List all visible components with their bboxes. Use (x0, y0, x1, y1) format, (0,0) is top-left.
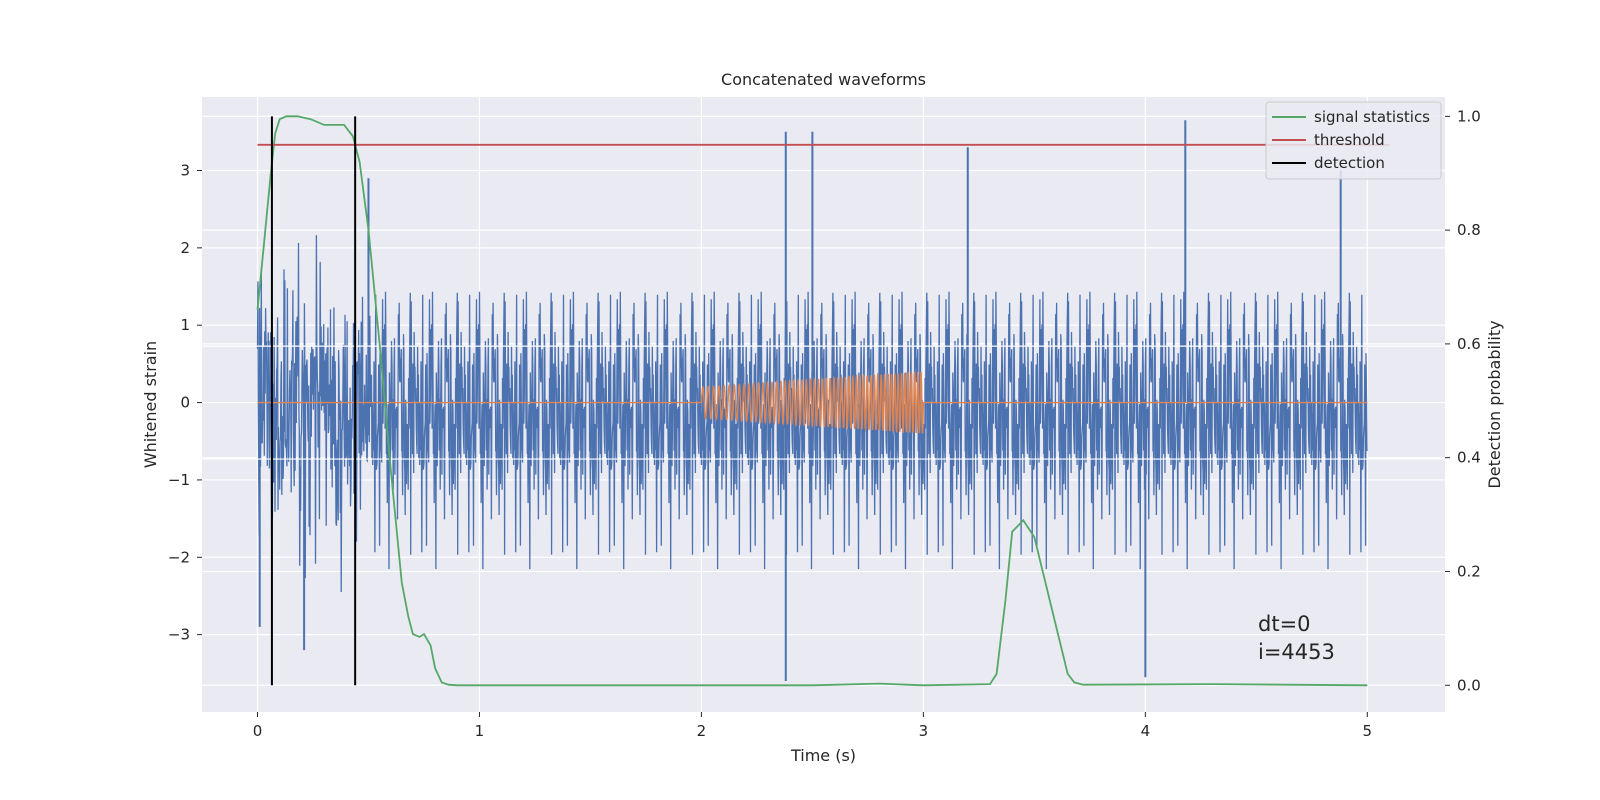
y2-tick-label: 0.6 (1457, 335, 1481, 353)
y-tick-label: −1 (168, 471, 190, 489)
x-tick-label: 1 (475, 722, 485, 740)
y-tick-label: −2 (168, 548, 190, 566)
y-tick-label: 0 (180, 394, 190, 412)
series-injection-line (257, 370, 1368, 434)
series-strain-line (256, 235, 1368, 593)
y2-axis-label: Detection probability (1485, 320, 1504, 488)
legend-label: threshold (1314, 131, 1385, 149)
plot-area (202, 115, 1445, 687)
y-tick-label: 1 (180, 316, 190, 334)
y-tick-label: 2 (180, 239, 190, 257)
y-tick-label: −3 (168, 626, 190, 644)
legend-label: detection (1314, 154, 1385, 172)
y2-tick-label: 0.8 (1457, 221, 1481, 239)
legend: signal statistics threshold detection (1265, 101, 1442, 180)
x-tick-label: 2 (697, 722, 707, 740)
x-tick-label: 5 (1363, 722, 1373, 740)
y2-tick-label: 1.0 (1457, 107, 1481, 125)
x-tick-label: 0 (253, 722, 263, 740)
x-axis-label: Time (s) (790, 746, 856, 765)
annotation-i: i=4453 (1258, 640, 1335, 664)
legend-label: signal statistics (1314, 108, 1430, 126)
x-axis-ticks: 0 1 2 3 4 5 (253, 712, 1372, 740)
y2-tick-label: 0.2 (1457, 562, 1481, 580)
legend-box (1265, 101, 1442, 180)
y-tick-label: 3 (180, 161, 190, 179)
signal-statistics-line (256, 115, 1368, 687)
y2-axis-ticks: 0.0 0.2 0.4 0.6 0.8 1.0 (1445, 107, 1481, 694)
chart-title: Concatenated waveforms (721, 70, 926, 89)
y-axis-ticks: −3 −2 −1 0 1 2 3 (168, 161, 202, 644)
annotation-dt: dt=0 (1258, 612, 1311, 636)
x-tick-label: 3 (919, 722, 929, 740)
x-tick-label: 4 (1141, 722, 1151, 740)
y2-tick-label: 0.0 (1457, 676, 1481, 694)
y-axis-label: Whitened strain (141, 341, 160, 468)
y2-tick-label: 0.4 (1457, 449, 1481, 467)
